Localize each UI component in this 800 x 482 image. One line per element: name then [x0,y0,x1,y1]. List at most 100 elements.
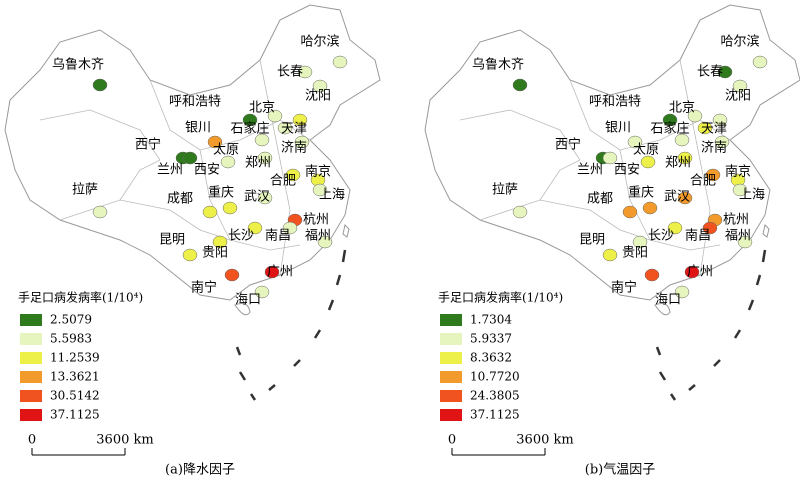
city-area [684,265,700,279]
legend-swatch [440,390,462,402]
legend-swatch [440,314,462,326]
legend-swatch [440,352,462,364]
city-label: 北京 [669,101,695,116]
city-label: 沈阳 [725,89,751,104]
legend-title: 手足口病发病率(1/10⁴) [18,290,143,305]
city-label: 武汉 [244,190,270,205]
city-area [687,109,703,123]
city-area [677,151,693,165]
city-label: 济南 [281,140,307,156]
legend-swatch [440,371,462,383]
city-area [224,268,240,282]
city-area [292,113,308,127]
legend-label: 2.5079 [50,313,92,327]
legend-swatch [20,409,42,421]
city-label: 太原 [213,143,239,158]
city-label: 南宁 [191,280,217,296]
city-label: 拉萨 [492,183,518,198]
city-label: 长沙 [648,229,674,244]
city-area [264,265,280,279]
city-area [732,183,748,197]
city-area [267,109,283,123]
city-label: 重庆 [628,185,654,201]
city-area [92,205,108,219]
city-area [705,168,721,182]
city-area [512,78,528,92]
city-area [312,183,328,197]
city-label: 石家庄 [650,121,689,137]
city-label: 海口 [655,293,681,308]
legend-label: 1.7304 [470,313,512,327]
city-label: 济南 [701,140,727,156]
city-area [667,221,683,235]
caption: (a)降水因子 [165,463,235,478]
legend-label: 37.1125 [470,408,520,422]
city-area [627,135,643,149]
city-label: 合肥 [270,174,296,189]
legend-label: 30.5142 [50,389,100,403]
city-label: 南宁 [611,280,637,296]
legend-label: 8.3632 [470,351,512,365]
city-label: 长春 [277,65,303,80]
legend-swatch [20,352,42,364]
city-label: 太原 [633,143,659,158]
city-label: 重庆 [208,185,234,201]
city-area [257,151,273,165]
legend-label: 11.2539 [50,351,100,365]
city-label: 长春 [697,65,723,80]
city-area [212,235,228,249]
city-area [640,155,656,169]
city-label: 石家庄 [230,121,269,137]
city-label: 海口 [235,293,261,308]
city-label: 福州 [725,229,751,244]
city-area [512,205,528,219]
city-area [282,221,298,235]
city-label: 福州 [305,229,331,244]
legend: 手足口病发病率(1/10⁴) 2.5079 5.5983 11.2539 13.3621… [18,290,143,422]
city-label: 郑州 [665,156,691,171]
city-label: 哈尔滨 [720,34,759,50]
legend-swatch [20,390,42,402]
city-label: 西宁 [135,137,161,153]
city-area [222,201,238,215]
city-label: 兰州 [577,163,603,178]
city-area [332,55,348,69]
city-area [297,65,313,79]
caption: (b)气温因子 [585,462,655,478]
city-area [697,121,713,135]
city-area [254,133,270,147]
city-label: 成都 [587,192,613,207]
city-label: 沈阳 [305,89,331,104]
city-label: 贵阳 [202,246,228,261]
city-label: 西宁 [555,137,581,153]
city-area [312,79,328,93]
city-label: 昆明 [579,233,605,248]
legend-label: 5.9337 [470,332,512,346]
city-label: 北京 [249,101,275,116]
city-label: 乌鲁木齐 [472,57,524,73]
city-label: 上海 [739,188,765,203]
city-area [622,205,638,219]
city-area [737,235,753,249]
city-label: 西安 [614,163,640,178]
city-label: 杭州 [303,213,329,228]
scale-label: 3600 km [96,433,153,448]
city-label: 天津 [281,122,307,137]
city-area [317,235,333,249]
city-label: 杭州 [723,213,749,228]
city-area [602,151,618,165]
city-area [752,55,768,69]
city-label: 拉萨 [72,183,98,198]
city-area [254,285,270,299]
legend-label: 13.3621 [50,370,100,384]
city-area [702,221,718,235]
city-area [642,201,658,215]
city-area [182,248,198,262]
city-label: 哈尔滨 [300,34,339,50]
city-label: 长沙 [228,229,254,244]
city-area [277,121,293,135]
city-area [674,285,690,299]
legend-label: 24.3805 [470,389,520,403]
city-label: 天津 [701,122,727,137]
